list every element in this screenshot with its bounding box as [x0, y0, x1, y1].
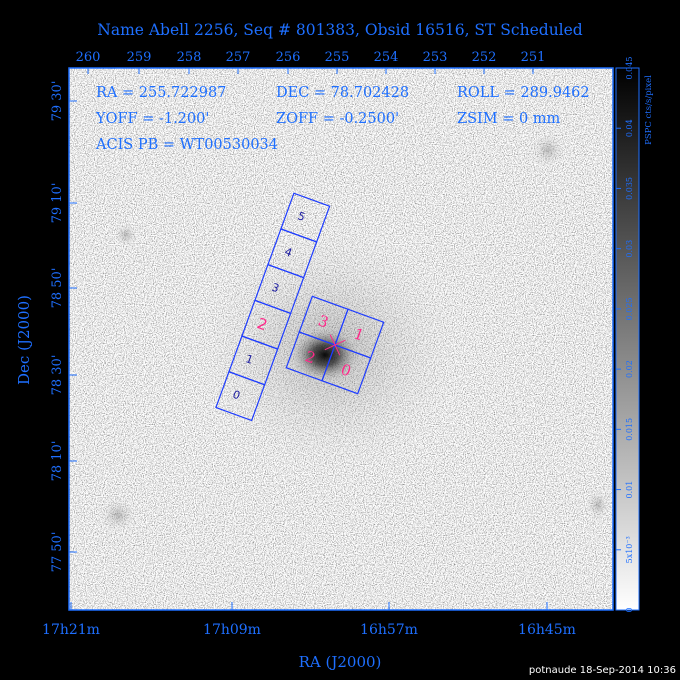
y-tick-label: 78 10' [50, 441, 65, 482]
y-axis-label: Dec (J2000) [15, 295, 33, 385]
x-top-tick-label: 257 [226, 50, 251, 65]
chart-title: Name Abell 2256, Seq # 801383, Obsid 165… [97, 21, 583, 39]
axis-ticks: 260 259 258 257 256 255 254 253 252 251 17h21m 17h0… [42, 50, 576, 638]
colorbar: 0 5x10⁻³ 0.01 0.015 0.02 0.025 0.03 0.035 0.04 0.… [615, 57, 654, 613]
colorbar-label: PSPC cts/s/pixel [644, 75, 654, 145]
x-top-tick-label: 252 [472, 50, 497, 65]
y-tick-label: 79 30' [50, 81, 65, 122]
y-tick-label: 79 10' [50, 183, 65, 224]
colorbar-tick-label: 0 [625, 607, 634, 612]
x-axis-label: RA (J2000) [299, 653, 382, 671]
colorbar-tick-label: 0.015 [625, 418, 634, 441]
colorbar-tick-label: 5x10⁻³ [625, 536, 634, 563]
x-bottom-tick-label: 17h09m [203, 622, 261, 638]
x-top-tick-label: 253 [423, 50, 448, 65]
acis-s-chip [280, 192, 331, 243]
source-blob [528, 130, 568, 170]
info-roll: ROLL = 289.9462 [457, 85, 590, 101]
colorbar-tick-label: 0.03 [625, 240, 634, 258]
source-blob [96, 495, 140, 535]
colorbar-gradient [616, 68, 639, 610]
aimpoint-marker [324, 339, 346, 351]
source-blob [112, 221, 140, 249]
colorbar-tick-label: 0.035 [625, 177, 634, 200]
colorbar-tick-label: 0.01 [625, 481, 634, 499]
x-bottom-tick-label: 16h45m [518, 622, 576, 638]
x-bottom-tick-label: 16h57m [360, 622, 418, 638]
x-bottom-tick-label: 17h21m [42, 622, 100, 638]
colorbar-tick-label: 0.045 [625, 57, 634, 80]
info-zoff: ZOFF = -0.2500' [276, 111, 399, 127]
x-top-tick-label: 259 [127, 50, 152, 65]
source-blob [584, 487, 612, 523]
colorbar-tick-label: 0.02 [625, 360, 634, 378]
info-ra: RA = 255.722987 [96, 85, 226, 101]
acis-s-chip-label: 3 [270, 281, 281, 296]
x-top-tick-label: 255 [325, 50, 350, 65]
y-tick-label: 78 50' [50, 268, 65, 309]
acis-i-chip [298, 295, 349, 346]
x-top-tick-label: 251 [521, 50, 546, 65]
info-dec: DEC = 78.702428 [276, 85, 409, 101]
acis-s-chip-label: 1 [244, 352, 255, 367]
cluster-core [287, 325, 363, 385]
acis-s-chip-label: 5 [296, 209, 307, 224]
info-yoff: YOFF = -1.200' [95, 111, 209, 127]
footer-stamp: potnaude 18-Sep-2014 10:36 [529, 665, 676, 676]
colorbar-tick-label: 0.04 [625, 119, 634, 137]
image-area [69, 68, 613, 610]
observation-info: RA = 255.722987 DEC = 78.702428 ROLL = 2… [95, 85, 590, 153]
x-top-tick-label: 258 [177, 50, 202, 65]
plot-frame [68, 67, 614, 611]
acis-s-chip-label: 0 [231, 388, 242, 403]
acis-s-chip-label: 4 [283, 245, 294, 260]
info-acis-pb: ACIS PB = WT00530034 [95, 137, 278, 153]
y-tick-label: 78 30' [50, 355, 65, 396]
x-top-tick-label: 256 [276, 50, 301, 65]
y-tick-label: 77 50' [50, 532, 65, 573]
colorbar-frame [615, 67, 640, 611]
x-top-tick-label: 260 [76, 50, 101, 65]
info-zsim: ZSIM = 0 mm [457, 111, 561, 127]
x-top-tick-label: 254 [374, 50, 399, 65]
colorbar-tick-label: 0.025 [625, 297, 634, 320]
